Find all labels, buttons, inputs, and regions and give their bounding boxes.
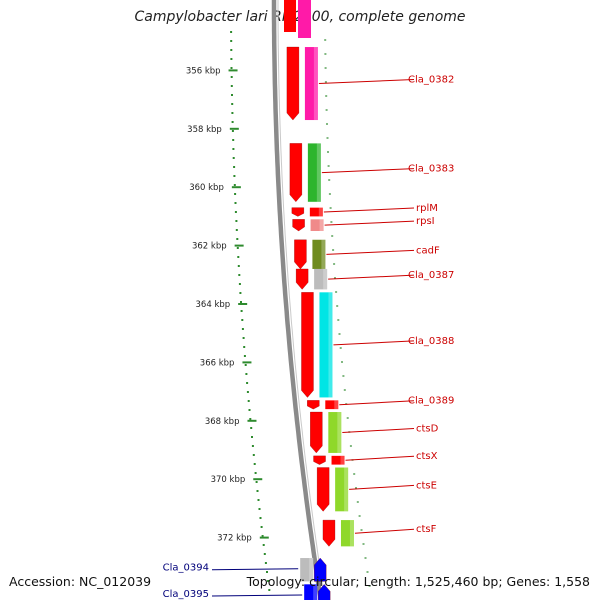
gene-bar: [331, 455, 345, 465]
gene-bar-shade: [321, 239, 326, 269]
gene-label: ctsX: [416, 451, 438, 462]
gene-bar-shade: [316, 143, 321, 202]
genome-info-label: Topology: circular; Length: 1,525,460 bp…: [246, 574, 590, 589]
gene-bar-shade: [334, 400, 339, 410]
backbone-highlight: [277, 0, 326, 600]
leader-line: [349, 484, 415, 490]
strand-arrow: [301, 292, 314, 398]
gene-bar-shade: [319, 219, 324, 231]
gene-bar: [304, 47, 318, 121]
tick-label: 366 kbp: [200, 358, 235, 368]
tick-label: 372 kbp: [217, 534, 252, 544]
tick-label: 364 kbp: [196, 300, 231, 310]
strand-arrow: [318, 584, 331, 600]
strand-arrow: [322, 519, 336, 547]
gene-label: Cla_0387: [408, 270, 454, 281]
gene-bar: [300, 558, 314, 582]
gene-label: rpsI: [416, 216, 435, 227]
leader-line: [211, 568, 299, 571]
strand-arrow: [295, 268, 309, 290]
gene-bar: [310, 219, 324, 231]
gene-bar: [312, 239, 326, 269]
strand-arrow: [286, 46, 300, 121]
gene-bar-shade: [313, 47, 318, 121]
tick-label: 358 kbp: [187, 125, 222, 135]
backbone-line: [271, 0, 324, 600]
strand-arrow: [313, 455, 326, 465]
strand-arrow: [314, 557, 327, 582]
gene-label: ctsE: [416, 480, 437, 491]
gene-bar-shade: [309, 558, 314, 582]
strand-arrow: [316, 467, 330, 512]
leader-line: [342, 427, 415, 433]
gene-bar: [304, 584, 318, 600]
strand-arrow: [289, 143, 303, 203]
strand-arrow: [292, 219, 305, 232]
strand-arrow: [310, 411, 323, 454]
gene-bar-shade: [323, 268, 328, 290]
gene-bar: [307, 143, 321, 202]
tick-label: 368 kbp: [205, 417, 240, 427]
gene-label: Cla_0389: [408, 396, 454, 407]
leader-line: [323, 207, 415, 213]
tick-label: 362 kbp: [192, 242, 227, 252]
leader-line: [211, 594, 303, 597]
leader-line: [318, 79, 415, 85]
accession-label: Accession: NC_012039: [9, 574, 152, 589]
leader-line: [326, 249, 415, 255]
gene-bar-shade: [349, 520, 354, 547]
leader-line: [328, 274, 415, 280]
gene-bar-shade: [337, 412, 342, 453]
tick-label: 356 kbp: [186, 66, 221, 76]
leader-line: [345, 455, 415, 461]
gene-bar: [335, 467, 349, 512]
strand-arrow: [307, 400, 320, 410]
gene-bar: [325, 400, 339, 410]
gene-label: Cla_0388: [408, 336, 454, 347]
gene-bar: [314, 268, 328, 290]
partial-gene-top: [284, 0, 296, 32]
strand-arrow: [294, 239, 307, 270]
gene-bar: [309, 207, 323, 217]
gene-label: ctsF: [416, 524, 437, 535]
gene-label: cadF: [416, 245, 440, 256]
gene-bar-shade: [313, 584, 318, 600]
leader-line: [339, 400, 415, 406]
tick-ring: [230, 31, 271, 591]
gene-label: Cla_0395: [163, 589, 209, 600]
gene-bar: [319, 292, 333, 398]
leader-line: [333, 340, 415, 346]
leader-line: [324, 220, 415, 226]
gene-label: Cla_0383: [408, 164, 454, 175]
gene-bar-shade: [340, 455, 345, 465]
gene-label: ctsD: [416, 423, 439, 434]
gene-bar-shade: [318, 207, 323, 217]
gene-bar-shade: [344, 467, 349, 512]
gene-label: Cla_0382: [408, 75, 454, 86]
gene-label: rplM: [416, 203, 438, 214]
partial-gene-top: [298, 0, 311, 38]
gene-bar: [340, 520, 354, 547]
strand-arrow: [291, 207, 304, 217]
gene-bar: [328, 412, 342, 453]
gene-bar-shade: [328, 292, 333, 398]
leader-line: [354, 528, 415, 534]
leader-line: [321, 168, 415, 174]
tick-label: 360 kbp: [189, 183, 224, 193]
tick-label: 370 kbp: [211, 475, 246, 485]
gene-label: Cla_0394: [163, 563, 209, 574]
